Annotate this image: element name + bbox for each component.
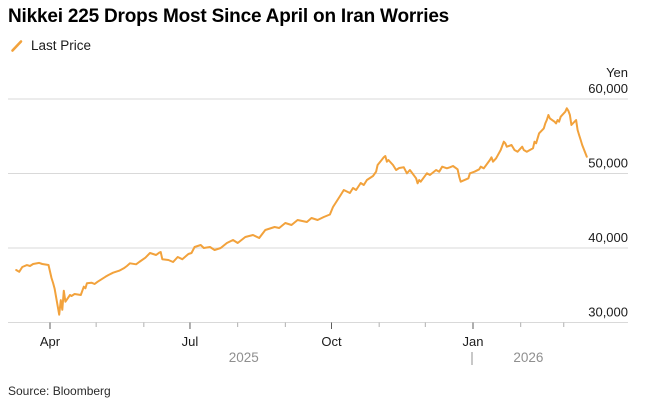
y-tick-label: 30,000 <box>588 305 628 320</box>
year-separator: | <box>470 350 474 365</box>
y-tick-label: 50,000 <box>588 156 628 171</box>
month-label: Apr <box>40 334 61 349</box>
y-tick-label: 60,000 <box>588 81 628 96</box>
axis-unit-label: Yen <box>606 65 628 80</box>
source-attribution: Source: Bloomberg <box>8 384 111 398</box>
y-tick-label: 40,000 <box>588 230 628 245</box>
legend-label: Last Price <box>31 38 92 53</box>
gridlines <box>8 98 628 323</box>
legend: Last Price <box>10 38 91 53</box>
month-label: Jul <box>182 334 199 349</box>
year-labels: 2025 2026 | <box>229 350 544 365</box>
month-label: Jan <box>463 334 484 349</box>
slash-icon <box>11 39 23 52</box>
chart-title: Nikkei 225 Drops Most Since April on Ira… <box>8 6 450 27</box>
last-price-line <box>15 107 588 316</box>
year-label: 2026 <box>513 350 543 365</box>
year-label: 2025 <box>229 350 259 365</box>
x-axis: Apr Jul Oct Jan <box>40 322 565 349</box>
month-label: Oct <box>321 334 342 349</box>
